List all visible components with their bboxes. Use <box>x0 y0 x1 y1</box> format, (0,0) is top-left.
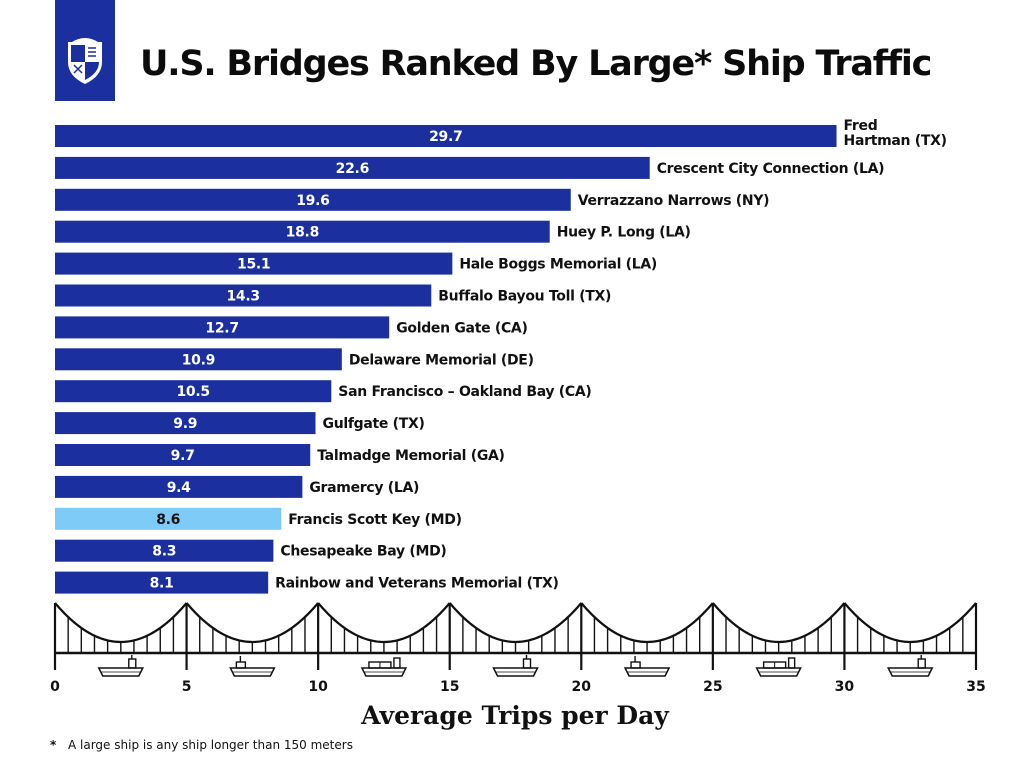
ship-icon <box>755 657 802 677</box>
bar <box>55 539 274 562</box>
bar-value-label: 8.1 <box>150 576 174 592</box>
bar <box>55 475 303 498</box>
bar <box>55 348 342 371</box>
x-tick-label: 35 <box>966 679 985 695</box>
bar-value-label: 18.8 <box>286 225 319 241</box>
bar-category-label: Buffalo Bayou Toll (TX) <box>438 289 611 305</box>
ship-icon <box>492 655 539 677</box>
bar-value-label: 10.9 <box>182 352 215 368</box>
bar-category-label: Gramercy (LA) <box>309 480 419 496</box>
bar-category-label: Verrazzano Narrows (NY) <box>578 193 770 209</box>
x-tick-label: 30 <box>835 679 855 695</box>
bridge-cable <box>54 602 977 644</box>
bar <box>55 284 432 307</box>
x-tick-label: 0 <box>50 679 60 695</box>
x-tick-label: 25 <box>703 679 722 695</box>
ship-icon <box>97 655 144 677</box>
bar-value-label: 29.7 <box>429 129 462 145</box>
bar-value-label: 9.7 <box>171 448 195 464</box>
bar <box>55 316 390 339</box>
bar-category-label: Hale Boggs Memorial (LA) <box>459 257 657 273</box>
footnote: * A large ship is any ship longer than 15… <box>50 738 353 752</box>
bar-value-label: 10.5 <box>176 384 209 400</box>
ship-icon <box>887 655 934 677</box>
bar-value-label: 14.3 <box>226 289 259 305</box>
bar <box>55 412 316 435</box>
chart-title: U.S. Bridges Ranked By Large* Ship Traff… <box>140 44 932 84</box>
bar-category-label: Chesapeake Bay (MD) <box>280 544 446 560</box>
bar-category-label: San Francisco – Oakland Bay (CA) <box>338 384 591 400</box>
university-shield-logo-icon <box>68 38 102 84</box>
x-tick-label: 10 <box>308 679 328 695</box>
bar-value-label: 8.3 <box>152 544 176 560</box>
ships-decoration <box>97 655 934 677</box>
bar-category-label: Golden Gate (CA) <box>396 320 527 336</box>
bar-category-label: Fred Hartman (TX) <box>844 118 947 149</box>
bar-category-label: Gulfgate (TX) <box>323 416 425 432</box>
bar <box>55 571 269 594</box>
bridge-cables-decoration <box>53 602 978 653</box>
footnote-text: A large ship is any ship longer than 150… <box>68 738 353 752</box>
bar <box>55 156 650 179</box>
x-tick-label: 5 <box>182 679 192 695</box>
x-axis: 0 5 10 15 20 25 30 35 <box>50 651 986 695</box>
bar-category-label: Crescent City Connection (LA) <box>657 161 885 177</box>
x-tick-label: 20 <box>572 679 592 695</box>
bar-value-label: 12.7 <box>205 320 238 336</box>
bar-value-label: 9.4 <box>167 480 191 496</box>
bar <box>55 252 453 275</box>
bar-category-label: Talmadge Memorial (GA) <box>317 448 504 464</box>
bar-category-label: Rainbow and Veterans Memorial (TX) <box>275 576 558 592</box>
bar-category-label: Huey P. Long (LA) <box>557 225 691 241</box>
bar-category-label: Delaware Memorial (DE) <box>349 352 534 368</box>
bar <box>55 507 282 530</box>
ship-icon <box>229 656 276 677</box>
ship-icon <box>623 656 671 677</box>
bar <box>55 380 332 403</box>
bar <box>55 444 311 466</box>
bar-value-label: 9.9 <box>173 416 197 432</box>
bar <box>55 188 571 211</box>
bar-value-label: 19.6 <box>296 193 329 209</box>
bar-value-label: 22.6 <box>336 161 369 177</box>
bar-value-label: 15.1 <box>237 257 270 273</box>
x-axis-title: Average Trips per Day <box>361 701 669 730</box>
bar <box>55 220 550 243</box>
bar-category-label: Francis Scott Key (MD) <box>288 512 461 528</box>
bar-value-label: 8.6 <box>156 512 180 528</box>
bar <box>55 125 837 147</box>
bars-layer: 29.7 Fred Hartman (TX) 22.6 Crescent City Co… <box>55 118 947 594</box>
x-tick-label: 15 <box>440 679 459 695</box>
logo-block <box>55 0 115 101</box>
footnote-marker: * <box>50 738 57 752</box>
ship-icon <box>360 657 408 677</box>
